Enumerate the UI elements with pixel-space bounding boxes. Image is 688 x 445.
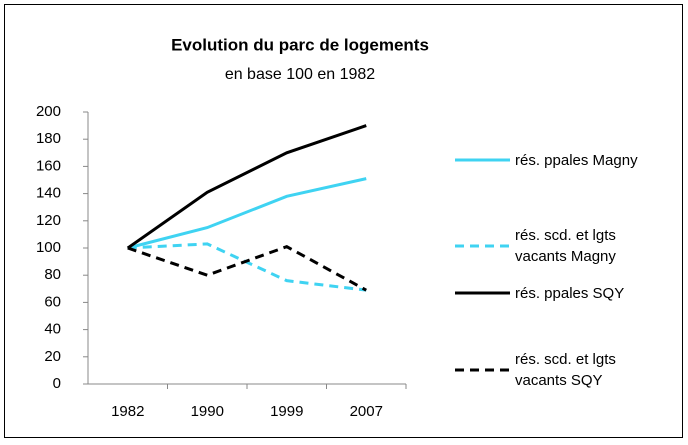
series-line [126,124,367,250]
chart-subtitle: en base 100 en 1982 [225,66,375,83]
y-tick-label: 180 [36,130,61,147]
x-tick-label: 1982 [111,403,144,420]
x-tick-label: 1999 [270,403,303,420]
legend-label: rés. scd. et lgts vacants Magny [515,227,616,265]
y-tick-label: 100 [36,239,61,256]
y-tick-label: 40 [44,321,61,338]
x-tick-label: 2007 [350,403,383,420]
series-line [127,245,367,292]
chart-title: Evolution du parc de logements [171,35,429,54]
y-tick-label: 120 [36,212,61,229]
series-line [127,177,367,250]
y-tick-label: 60 [44,293,61,310]
legend-label: rés. ppales Magny [515,151,638,169]
y-tick-label: 80 [44,266,61,283]
legend-label: rés. scd. et lgts vacants SQY [515,351,616,389]
x-tick-label: 1990 [191,403,224,420]
y-tick-label: 140 [36,185,61,202]
y-tick-label: 20 [44,348,61,365]
y-tick-label: 160 [36,157,61,174]
chart-border [4,4,683,438]
legend-label: rés. ppales SQY [515,284,625,302]
y-tick-label: 0 [53,375,61,392]
y-tick-label: 200 [36,103,61,120]
